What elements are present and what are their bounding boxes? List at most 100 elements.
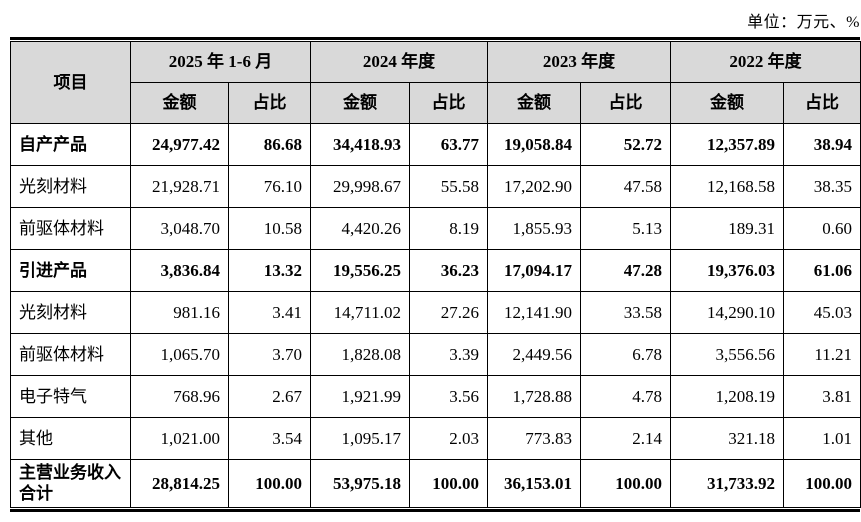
amount-cell: 3,836.84: [130, 249, 229, 292]
amount-cell: 12,357.89: [670, 123, 785, 166]
ratio-cell: 8.19: [409, 207, 489, 250]
amount-cell: 1,021.00: [130, 417, 229, 460]
ratio-cell: 11.21: [783, 333, 861, 376]
ratio-cell: 100.00: [783, 459, 861, 508]
ratio-cell: 76.10: [227, 165, 312, 208]
amount-header-2022: 金额: [670, 82, 785, 124]
row-label: 主营业务收入合计: [10, 459, 131, 508]
ratio-header-2025: 占比: [227, 82, 312, 124]
amount-cell: 4,420.26: [310, 207, 411, 250]
ratio-cell: 33.58: [580, 291, 672, 334]
amount-cell: 12,168.58: [670, 165, 785, 208]
row-label: 光刻材料: [10, 165, 131, 208]
ratio-cell: 52.72: [580, 123, 672, 166]
item-column-header: 项目: [10, 41, 131, 124]
amount-cell: 3,048.70: [130, 207, 229, 250]
amount-cell: 24,977.42: [130, 123, 229, 166]
table-row: 主营业务收入合计 28,814.25 100.00 53,975.18 100.00 36…: [10, 459, 861, 508]
amount-cell: 321.18: [670, 417, 785, 460]
table-header: 项目 2025 年 1-6 月 2024 年度 2023 年度 2022 年度 …: [10, 41, 861, 124]
ratio-cell: 100.00: [580, 459, 672, 508]
year-header-2025: 2025 年 1-6 月: [129, 41, 312, 83]
ratio-header-2023: 占比: [580, 82, 672, 124]
ratio-header-2022: 占比: [783, 82, 861, 124]
amount-cell: 19,556.25: [310, 249, 411, 292]
ratio-cell: 3.41: [227, 291, 312, 334]
row-label: 前驱体材料: [10, 333, 131, 376]
amount-cell: 34,418.93: [310, 123, 411, 166]
amount-cell: 1,065.70: [130, 333, 229, 376]
year-header-2024: 2024 年度: [310, 41, 489, 83]
ratio-cell: 3.56: [409, 375, 489, 418]
ratio-cell: 1.01: [783, 417, 861, 460]
ratio-cell: 100.00: [227, 459, 312, 508]
unit-label: 单位：万元、%: [747, 14, 860, 31]
amount-cell: 53,975.18: [310, 459, 411, 508]
ratio-cell: 2.03: [409, 417, 489, 460]
ratio-cell: 3.54: [227, 417, 312, 460]
amount-cell: 1,728.88: [487, 375, 582, 418]
table-row: 光刻材料 981.16 3.41 14,711.02 27.26 12,141.90 33.…: [10, 291, 861, 334]
amount-header-2024: 金额: [310, 82, 411, 124]
amount-cell: 28,814.25: [130, 459, 229, 508]
ratio-cell: 3.39: [409, 333, 489, 376]
table-row: 电子特气 768.96 2.67 1,921.99 3.56 1,728.88 4.78 1,…: [10, 375, 861, 418]
revenue-table: 项目 2025 年 1-6 月 2024 年度 2023 年度 2022 年度 …: [10, 41, 861, 508]
revenue-table-wrap: 项目 2025 年 1-6 月 2024 年度 2023 年度 2022 年度 …: [10, 37, 861, 512]
table-row: 引进产品 3,836.84 13.32 19,556.25 36.23 17,094.17…: [10, 249, 861, 292]
row-label: 自产产品: [10, 123, 131, 166]
ratio-cell: 2.14: [580, 417, 672, 460]
amount-cell: 17,094.17: [487, 249, 582, 292]
ratio-cell: 5.13: [580, 207, 672, 250]
amount-cell: 189.31: [670, 207, 785, 250]
amount-cell: 2,449.56: [487, 333, 582, 376]
ratio-cell: 100.00: [409, 459, 489, 508]
amount-cell: 1,828.08: [310, 333, 411, 376]
header-row-measures: 金额 占比 金额 占比 金额 占比 金额 占比: [11, 82, 861, 124]
ratio-cell: 45.03: [783, 291, 861, 334]
table-body: 自产产品 24,977.42 86.68 34,418.93 63.77 19,058.8…: [10, 123, 861, 508]
table-row: 前驱体材料 3,048.70 10.58 4,420.26 8.19 1,855.93 5.…: [10, 207, 861, 250]
amount-cell: 19,058.84: [487, 123, 582, 166]
amount-header-2025: 金额: [130, 82, 229, 124]
ratio-cell: 0.60: [783, 207, 861, 250]
table-row: 前驱体材料 1,065.70 3.70 1,828.08 3.39 2,449.56 6.7…: [10, 333, 861, 376]
ratio-header-2024: 占比: [409, 82, 489, 124]
amount-cell: 21,928.71: [130, 165, 229, 208]
row-label: 前驱体材料: [10, 207, 131, 250]
amount-cell: 36,153.01: [487, 459, 582, 508]
amount-cell: 981.16: [130, 291, 229, 334]
amount-cell: 1,855.93: [487, 207, 582, 250]
amount-cell: 773.83: [487, 417, 582, 460]
amount-cell: 14,711.02: [310, 291, 411, 334]
ratio-cell: 63.77: [409, 123, 489, 166]
header-row-periods: 项目 2025 年 1-6 月 2024 年度 2023 年度 2022 年度: [10, 41, 861, 124]
ratio-cell: 47.58: [580, 165, 672, 208]
ratio-cell: 2.67: [227, 375, 312, 418]
ratio-cell: 38.94: [783, 123, 861, 166]
ratio-cell: 86.68: [227, 123, 312, 166]
ratio-cell: 47.28: [580, 249, 672, 292]
year-header-2023: 2023 年度: [487, 41, 672, 83]
ratio-cell: 6.78: [580, 333, 672, 376]
ratio-cell: 10.58: [227, 207, 312, 250]
row-label: 引进产品: [10, 249, 131, 292]
amount-cell: 1,921.99: [310, 375, 411, 418]
row-label: 光刻材料: [10, 291, 131, 334]
amount-cell: 1,208.19: [670, 375, 785, 418]
row-label: 电子特气: [10, 375, 131, 418]
table-row: 其他 1,021.00 3.54 1,095.17 2.03 773.83 2.14 321.…: [10, 417, 861, 460]
ratio-cell: 36.23: [409, 249, 489, 292]
amount-cell: 19,376.03: [670, 249, 785, 292]
ratio-cell: 38.35: [783, 165, 861, 208]
ratio-cell: 55.58: [409, 165, 489, 208]
table-row: 光刻材料 21,928.71 76.10 29,998.67 55.58 17,202.9…: [10, 165, 861, 208]
ratio-cell: 3.81: [783, 375, 861, 418]
ratio-cell: 13.32: [227, 249, 312, 292]
amount-cell: 31,733.92: [670, 459, 785, 508]
row-label: 其他: [10, 417, 131, 460]
amount-cell: 17,202.90: [487, 165, 582, 208]
ratio-cell: 4.78: [580, 375, 672, 418]
document-page: 单位：万元、% 项目 2025 年 1-6 月 2024 年度 2023 年度 …: [0, 8, 861, 522]
amount-cell: 14,290.10: [670, 291, 785, 334]
